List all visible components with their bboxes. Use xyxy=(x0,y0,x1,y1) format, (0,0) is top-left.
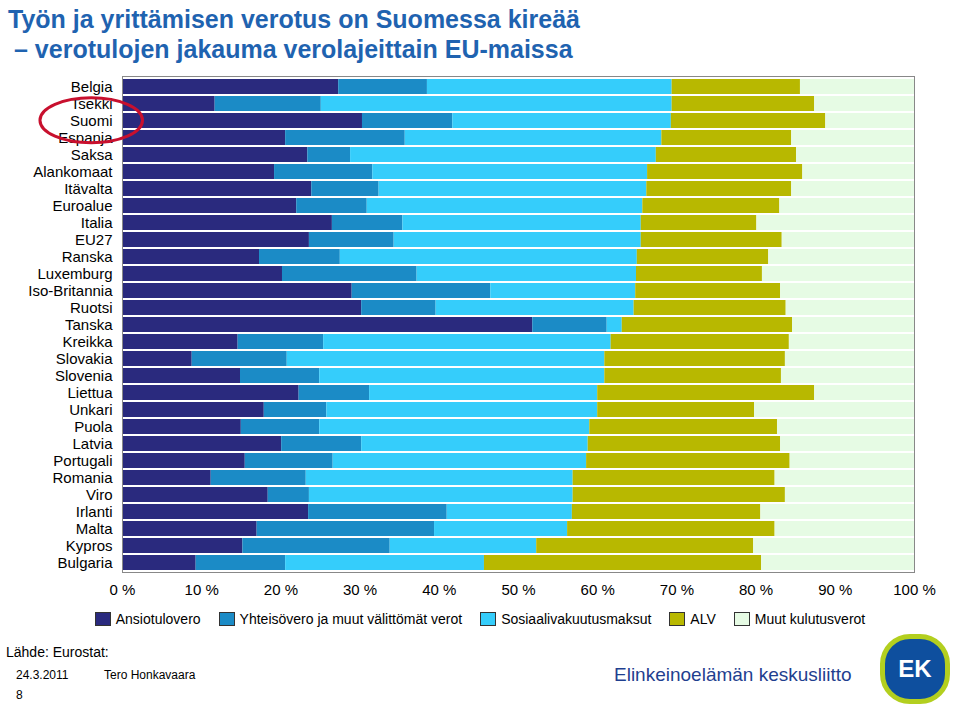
svg-text:Bulgaria: Bulgaria xyxy=(57,554,113,571)
svg-text:Italia: Italia xyxy=(81,214,113,231)
svg-text:50 %: 50 % xyxy=(501,581,535,598)
svg-text:30 %: 30 % xyxy=(343,581,377,598)
html-text:Työn ja yrittämisen verotus on: Työn ja yrittämisen verotus on Suomessa … xyxy=(8,5,580,33)
svg-text:Irlanti: Irlanti xyxy=(76,503,113,520)
svg-text:Belgia: Belgia xyxy=(71,78,113,95)
html-text:Sosiaalivakuutusmaksut: Sosiaalivakuutusmaksut xyxy=(501,611,652,627)
svg-text:60 %: 60 % xyxy=(581,581,615,598)
svg-text:Tanska: Tanska xyxy=(65,316,113,333)
svg-text:Iso-Britannia: Iso-Britannia xyxy=(28,282,113,299)
svg-text:Tsekki: Tsekki xyxy=(70,94,113,112)
svg-text:100 %: 100 % xyxy=(893,581,936,598)
svg-text:Latvia: Latvia xyxy=(72,435,113,452)
html-text:– verotulojen jakauma verolaje: – verotulojen jakauma verolajeittain EU-… xyxy=(14,35,573,63)
svg-text:90 %: 90 % xyxy=(818,581,852,598)
svg-text:Liettua: Liettua xyxy=(67,384,113,401)
svg-text:Romania: Romania xyxy=(52,469,113,486)
svg-text:Slovakia: Slovakia xyxy=(56,350,113,367)
svg-text:Viro: Viro xyxy=(86,486,112,503)
html-text:Tero Honkavaara: Tero Honkavaara xyxy=(104,668,196,682)
html-text:Yhteisövero ja muut välittömät: Yhteisövero ja muut välittömät verot xyxy=(239,611,463,627)
html-text:Ansiotulovero: Ansiotulovero xyxy=(115,611,201,627)
svg-text:Puola: Puola xyxy=(74,418,113,435)
svg-text:Malta: Malta xyxy=(76,520,113,537)
html-text:8: 8 xyxy=(16,688,23,702)
svg-text:80 %: 80 % xyxy=(739,581,773,598)
svg-text:40 %: 40 % xyxy=(422,581,456,598)
svg-text:Kypros: Kypros xyxy=(66,537,113,554)
svg-text:Ranska: Ranska xyxy=(62,248,114,265)
svg-text:Kreikka: Kreikka xyxy=(62,333,113,350)
svg-text:0 %: 0 % xyxy=(110,581,136,598)
svg-text:70 %: 70 % xyxy=(660,581,694,598)
svg-text:Suomi: Suomi xyxy=(70,112,113,129)
svg-text:10 %: 10 % xyxy=(185,581,219,598)
svg-text:Slovenia: Slovenia xyxy=(55,367,113,384)
html-text:ALV: ALV xyxy=(690,611,716,627)
html-text:Lähde: Eurostat:: Lähde: Eurostat: xyxy=(6,644,109,660)
svg-text:Itävalta: Itävalta xyxy=(64,180,113,197)
html-text:Muut kulutusverot: Muut kulutusverot xyxy=(754,611,866,627)
svg-text:Ruotsi: Ruotsi xyxy=(70,299,113,316)
svg-text:Luxemburg: Luxemburg xyxy=(37,265,112,282)
svg-text:Portugali: Portugali xyxy=(53,452,112,469)
svg-text:Euroalue: Euroalue xyxy=(52,197,112,214)
svg-text:Unkari: Unkari xyxy=(69,401,112,418)
html-text:Elinkeinoelämän keskusliitto: Elinkeinoelämän keskusliitto xyxy=(614,664,852,685)
svg-text:Alankomaat: Alankomaat xyxy=(33,163,113,180)
html-text:EK: EK xyxy=(898,655,932,682)
svg-text:Saksa: Saksa xyxy=(71,146,113,163)
svg-text:Espanja: Espanja xyxy=(58,128,113,146)
svg-text:20 %: 20 % xyxy=(264,581,298,598)
html-text:24.3.2011: 24.3.2011 xyxy=(16,668,69,682)
svg-text:EU27: EU27 xyxy=(75,231,113,248)
